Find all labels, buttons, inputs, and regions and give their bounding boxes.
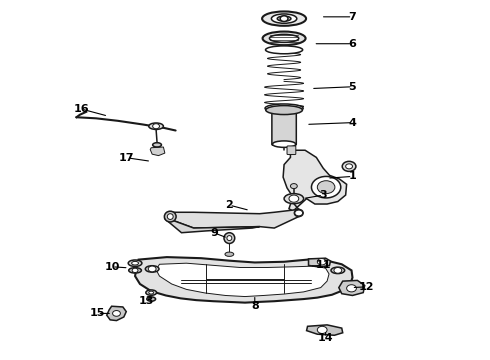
Text: 10: 10 bbox=[104, 262, 120, 272]
Circle shape bbox=[312, 176, 341, 198]
Ellipse shape bbox=[149, 291, 154, 294]
Text: 2: 2 bbox=[225, 200, 233, 210]
Polygon shape bbox=[135, 257, 352, 303]
Ellipse shape bbox=[149, 123, 163, 130]
Ellipse shape bbox=[277, 16, 291, 21]
Polygon shape bbox=[283, 150, 346, 211]
Polygon shape bbox=[150, 147, 165, 156]
Circle shape bbox=[295, 210, 303, 216]
Circle shape bbox=[318, 181, 335, 194]
Circle shape bbox=[291, 184, 297, 189]
FancyBboxPatch shape bbox=[287, 146, 296, 154]
Text: 16: 16 bbox=[74, 104, 89, 114]
Polygon shape bbox=[309, 258, 331, 267]
Ellipse shape bbox=[266, 105, 302, 114]
Circle shape bbox=[148, 266, 156, 272]
Circle shape bbox=[113, 311, 121, 316]
Polygon shape bbox=[107, 306, 126, 320]
Text: 5: 5 bbox=[349, 82, 356, 92]
Ellipse shape bbox=[271, 14, 297, 23]
Text: 11: 11 bbox=[316, 260, 331, 270]
Ellipse shape bbox=[129, 268, 142, 273]
Text: 3: 3 bbox=[319, 190, 327, 200]
Ellipse shape bbox=[132, 261, 139, 265]
Ellipse shape bbox=[128, 260, 142, 266]
Circle shape bbox=[280, 16, 288, 22]
Ellipse shape bbox=[272, 141, 296, 147]
Circle shape bbox=[346, 285, 356, 292]
Text: 15: 15 bbox=[90, 309, 105, 318]
Ellipse shape bbox=[164, 211, 176, 222]
Ellipse shape bbox=[227, 235, 232, 240]
Text: 8: 8 bbox=[251, 301, 259, 311]
Circle shape bbox=[342, 161, 356, 171]
Ellipse shape bbox=[263, 32, 306, 45]
Ellipse shape bbox=[331, 267, 344, 274]
Ellipse shape bbox=[284, 194, 304, 204]
Ellipse shape bbox=[147, 297, 156, 301]
Text: 14: 14 bbox=[318, 333, 333, 343]
Text: 17: 17 bbox=[119, 153, 135, 163]
Ellipse shape bbox=[225, 252, 234, 256]
Circle shape bbox=[334, 267, 342, 273]
Ellipse shape bbox=[262, 12, 306, 26]
Text: 1: 1 bbox=[348, 171, 356, 181]
Ellipse shape bbox=[167, 214, 173, 220]
Polygon shape bbox=[307, 325, 343, 335]
Circle shape bbox=[153, 124, 159, 129]
Polygon shape bbox=[339, 280, 365, 296]
Text: 7: 7 bbox=[348, 12, 356, 22]
Text: 12: 12 bbox=[358, 282, 374, 292]
Ellipse shape bbox=[146, 266, 159, 272]
Ellipse shape bbox=[294, 210, 303, 217]
Circle shape bbox=[289, 195, 299, 202]
Circle shape bbox=[318, 258, 326, 265]
Ellipse shape bbox=[270, 35, 299, 42]
Ellipse shape bbox=[153, 143, 161, 147]
Polygon shape bbox=[156, 263, 329, 297]
Text: 9: 9 bbox=[211, 228, 219, 238]
Text: 4: 4 bbox=[348, 118, 356, 128]
Ellipse shape bbox=[224, 233, 235, 243]
Ellipse shape bbox=[265, 104, 303, 113]
Polygon shape bbox=[174, 210, 299, 228]
Text: 6: 6 bbox=[348, 39, 356, 49]
Polygon shape bbox=[164, 212, 260, 233]
Circle shape bbox=[345, 164, 352, 169]
Text: 13: 13 bbox=[139, 296, 154, 306]
Ellipse shape bbox=[266, 46, 303, 54]
Ellipse shape bbox=[146, 290, 157, 295]
Circle shape bbox=[132, 268, 138, 273]
Circle shape bbox=[318, 326, 327, 333]
FancyBboxPatch shape bbox=[272, 109, 296, 145]
